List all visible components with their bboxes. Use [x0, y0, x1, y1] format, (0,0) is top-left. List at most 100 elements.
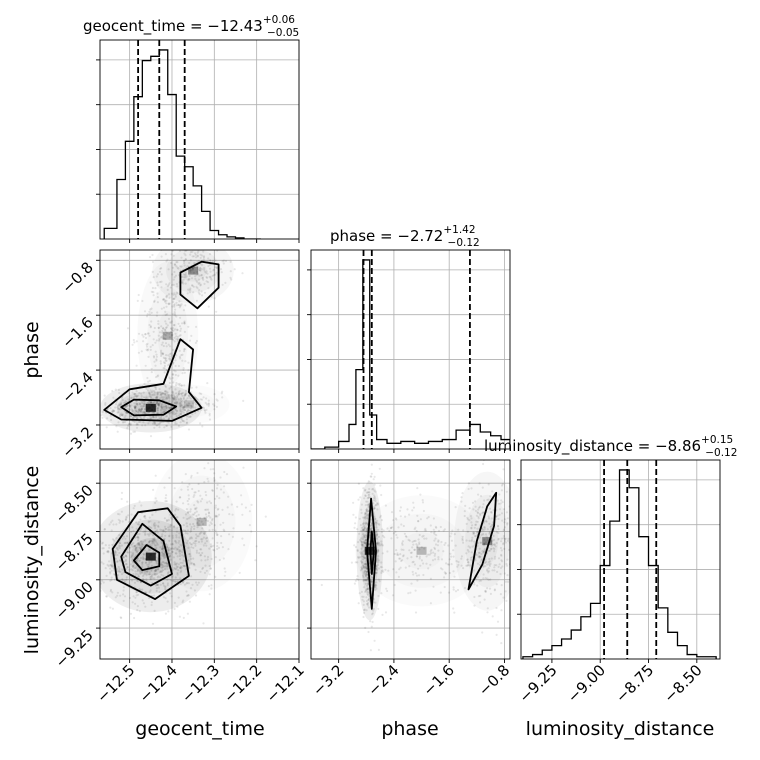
- sample-point: [144, 572, 147, 575]
- sample-point: [180, 392, 183, 395]
- sample-point: [217, 513, 221, 516]
- sample-point: [380, 544, 383, 547]
- sample-point: [164, 534, 167, 537]
- sample-point: [202, 396, 205, 399]
- sample-point: [395, 571, 398, 574]
- sample-point: [361, 529, 364, 532]
- sample-point: [183, 401, 186, 404]
- sample-point: [168, 476, 171, 479]
- sample-point: [368, 533, 371, 536]
- sample-point: [503, 547, 506, 551]
- sample-point: [399, 557, 402, 560]
- sample-point: [199, 267, 202, 270]
- sample-point: [168, 412, 171, 415]
- sample-point: [223, 470, 226, 474]
- sample-point: [207, 462, 210, 465]
- sample-point: [483, 525, 486, 529]
- sample-point: [140, 542, 143, 545]
- sample-point: [364, 541, 367, 545]
- sample-point: [171, 536, 174, 539]
- sample-point: [106, 550, 110, 553]
- sample-point: [120, 414, 124, 417]
- sample-point: [151, 538, 154, 541]
- sample-point: [121, 421, 124, 424]
- sample-point: [454, 544, 457, 547]
- sample-point: [174, 373, 177, 377]
- sample-point: [172, 410, 175, 413]
- sample-point: [362, 522, 365, 525]
- sample-point: [222, 262, 225, 265]
- sample-point: [190, 546, 193, 549]
- sample-point: [379, 484, 382, 487]
- sample-point: [210, 545, 213, 548]
- sample-point: [141, 333, 144, 336]
- sample-point: [165, 562, 168, 565]
- sample-point: [241, 537, 244, 540]
- sample-point: [209, 270, 212, 273]
- sample-point: [215, 440, 217, 442]
- sample-point: [140, 546, 143, 549]
- sample-point: [499, 593, 502, 596]
- sample-point: [119, 408, 122, 411]
- sample-point: [150, 417, 153, 420]
- sample-point: [199, 269, 202, 272]
- sample-point: [452, 570, 455, 573]
- sample-point: [240, 494, 243, 497]
- sample-point: [119, 545, 122, 548]
- sample-point: [116, 560, 119, 563]
- sample-point: [109, 563, 112, 567]
- sample-point: [201, 538, 204, 541]
- sample-point: [154, 544, 157, 547]
- sample-point: [364, 513, 367, 516]
- sample-point: [127, 541, 130, 544]
- sample-point: [484, 533, 488, 536]
- sample-point: [356, 528, 359, 531]
- sample-point: [131, 569, 134, 572]
- sample-point: [133, 545, 136, 548]
- sample-point: [160, 393, 163, 396]
- sample-point: [506, 517, 509, 520]
- sample-point: [184, 564, 187, 567]
- sample-point: [415, 555, 418, 558]
- sample-point: [457, 563, 460, 567]
- sample-point: [165, 405, 168, 408]
- sample-point: [208, 512, 211, 515]
- sample-point: [462, 541, 465, 544]
- sample-point: [178, 334, 181, 337]
- sample-point: [417, 520, 420, 523]
- sample-point: [365, 579, 368, 582]
- sample-point: [140, 407, 143, 410]
- sample-point: [468, 507, 471, 510]
- sample-point: [203, 532, 206, 535]
- sample-point: [207, 402, 210, 405]
- sample-point: [209, 275, 212, 278]
- sample-point: [121, 399, 124, 402]
- sample-point: [183, 250, 187, 252]
- sample-point: [145, 345, 149, 348]
- sample-point: [190, 404, 193, 407]
- sample-point: [200, 268, 203, 271]
- sample-point: [134, 405, 137, 409]
- sample-point: [182, 581, 185, 584]
- sample-point: [183, 264, 186, 267]
- sample-point: [394, 517, 397, 520]
- sample-point: [137, 293, 140, 297]
- sample-point: [211, 537, 214, 540]
- sample-point: [149, 417, 152, 420]
- sample-point: [190, 527, 193, 531]
- sample-point: [197, 501, 200, 504]
- sample-point: [133, 409, 136, 412]
- sample-point: [174, 308, 177, 311]
- sample-point: [177, 414, 181, 417]
- sample-point: [360, 503, 363, 506]
- sample-point: [381, 534, 385, 537]
- sample-point: [134, 549, 138, 552]
- sample-point: [179, 404, 182, 407]
- sample-point: [153, 300, 156, 303]
- sample-point: [203, 270, 206, 273]
- sample-point: [203, 555, 206, 558]
- sample-point: [137, 542, 140, 546]
- sample-point: [138, 571, 141, 574]
- sample-point: [483, 598, 486, 601]
- sample-point: [177, 424, 180, 427]
